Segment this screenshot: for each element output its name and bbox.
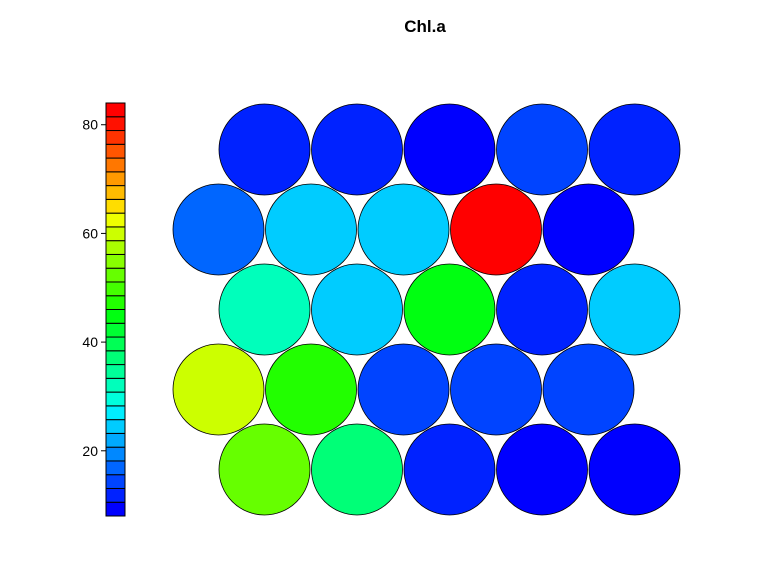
som-node (218, 263, 311, 356)
color-scale-tick-label: 40 (82, 334, 98, 350)
color-scale-cell (105, 432, 126, 448)
color-scale-cell (105, 130, 126, 145)
color-scale-cell (105, 405, 126, 421)
color-scale-bar: 20 40 60 80 (82, 102, 126, 517)
som-node (265, 183, 357, 276)
som-node (311, 103, 403, 196)
som-node (357, 343, 450, 436)
color-scale-tick-label: 80 (82, 117, 98, 133)
color-scale-cell (105, 446, 126, 462)
som-node (496, 103, 588, 196)
som-node (403, 103, 496, 196)
color-scale-cell (105, 185, 126, 200)
color-scale-cell (105, 267, 126, 283)
color-scale-cell (105, 474, 126, 489)
color-scale-cell (105, 487, 126, 503)
color-scale-cell (105, 102, 126, 118)
som-node (311, 263, 403, 356)
color-scale-cell (105, 157, 126, 173)
color-scale-cell (105, 116, 126, 132)
color-scale-cell (105, 198, 126, 214)
color-scale-cell (105, 322, 126, 338)
som-node (265, 343, 357, 436)
som-node (496, 263, 588, 356)
som-node (172, 183, 265, 276)
color-scale-cell (105, 419, 126, 434)
som-node (403, 263, 496, 356)
som-node (218, 423, 311, 516)
color-scale-cell (105, 226, 126, 242)
som-node (311, 423, 403, 516)
color-scale-tick-label: 60 (82, 225, 98, 241)
chart-title: Chl.a (404, 17, 446, 36)
som-node (218, 103, 311, 196)
color-scale-cell (105, 295, 126, 311)
som-node (588, 263, 681, 356)
som-node (357, 183, 450, 276)
color-scale-cell (105, 391, 126, 407)
som-node (588, 423, 681, 516)
som-node (172, 343, 265, 436)
color-scale-cell (105, 240, 126, 255)
color-scale-cell (105, 143, 126, 159)
color-scale-cell (105, 253, 126, 269)
som-node-grid (172, 103, 681, 516)
som-node (542, 343, 635, 436)
som-node (542, 183, 635, 276)
color-scale-cell (105, 309, 126, 324)
color-scale-cell (105, 336, 126, 352)
som-node (450, 343, 542, 436)
color-scale-cell (105, 350, 126, 366)
som-node (588, 103, 681, 196)
color-scale-tick-label: 20 (82, 443, 98, 459)
color-scale-cell (105, 212, 126, 228)
color-scale-cell (105, 171, 126, 187)
color-scale-cell (105, 460, 126, 476)
color-scale-cell (105, 377, 126, 393)
color-scale-cell (105, 281, 126, 297)
color-scale-cell (105, 501, 126, 517)
som-node (403, 423, 496, 516)
som-node (496, 423, 588, 516)
som-node (450, 183, 542, 276)
color-scale-cell (105, 364, 126, 379)
